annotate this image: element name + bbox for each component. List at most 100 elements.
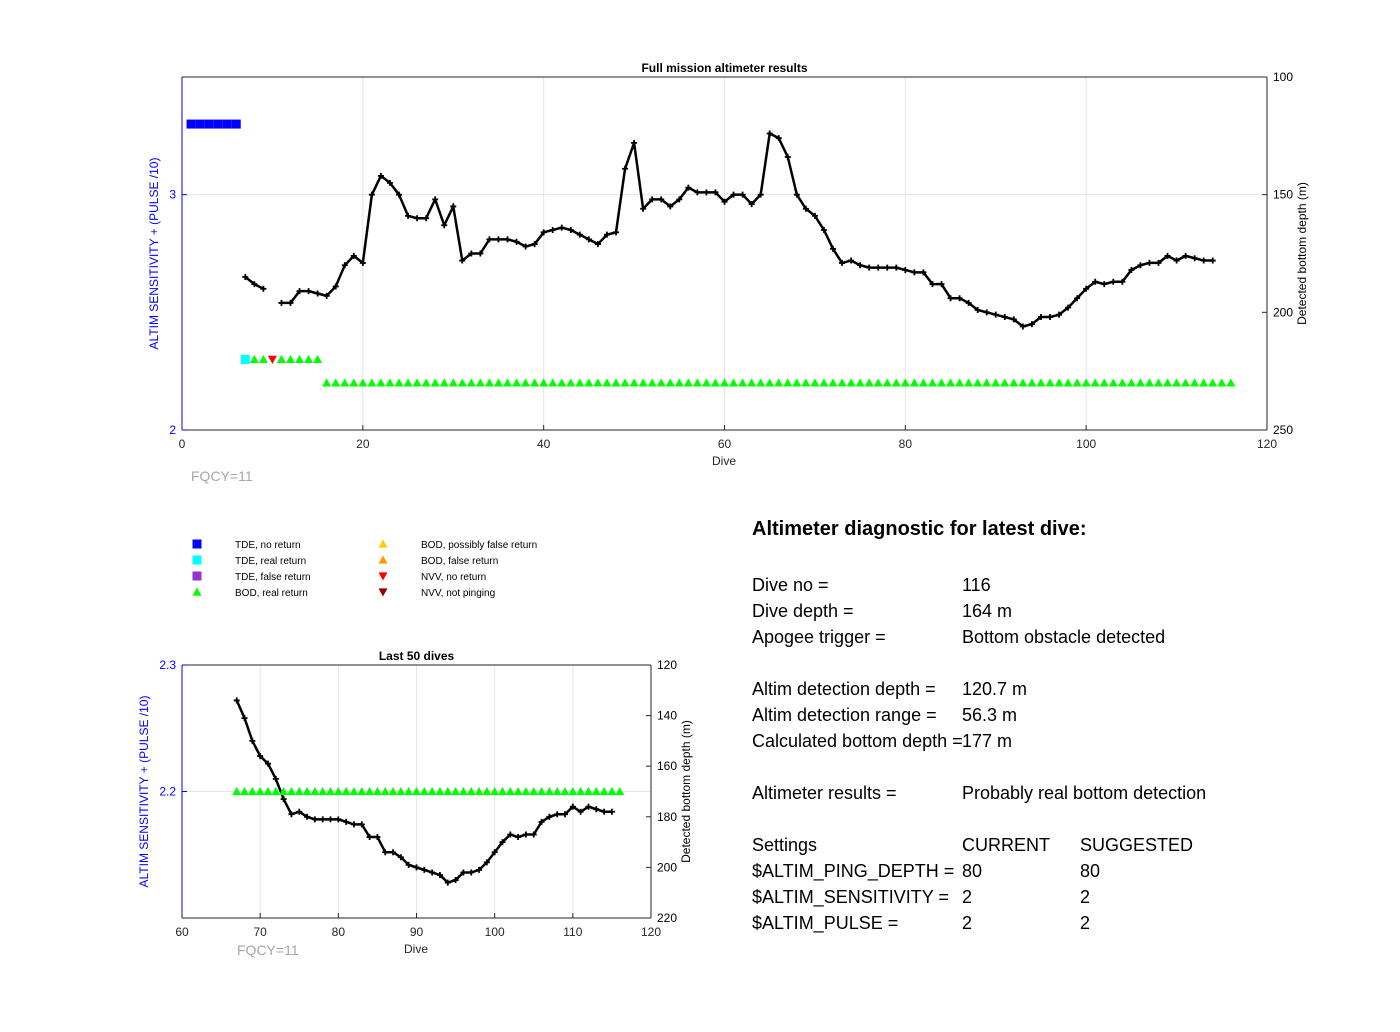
depth-point bbox=[421, 866, 428, 873]
data-point bbox=[576, 787, 586, 796]
depth-point bbox=[429, 869, 436, 876]
data-point bbox=[964, 378, 974, 387]
depth-point bbox=[739, 191, 746, 198]
data-point bbox=[1018, 378, 1028, 387]
depth-point bbox=[522, 831, 529, 838]
data-point bbox=[575, 378, 585, 387]
ping-depth-label: $ALTIM_PING_DEPTH = bbox=[752, 861, 955, 881]
legend-label: TDE, real return bbox=[235, 556, 306, 567]
y-right-tick-label: 140 bbox=[657, 709, 677, 723]
ping-depth-row: $ALTIM_PING_DEPTH = 80 80 bbox=[752, 861, 1372, 887]
depth-point bbox=[549, 226, 556, 233]
data-point bbox=[295, 354, 305, 363]
legend-label: BOD, real return bbox=[235, 588, 308, 599]
pulse-current: 2 bbox=[962, 913, 973, 933]
data-point bbox=[448, 378, 458, 387]
data-point bbox=[656, 378, 666, 387]
x-axis-label: Dive bbox=[712, 454, 736, 468]
dive-no-label: Dive no = bbox=[752, 575, 829, 595]
series-detected-bottom-depth bbox=[233, 697, 615, 886]
depth-point bbox=[802, 205, 809, 212]
depth-point bbox=[260, 285, 267, 292]
data-point bbox=[1072, 378, 1082, 387]
data-point bbox=[530, 378, 540, 387]
y-right-tick-label: 200 bbox=[657, 860, 677, 874]
data-point bbox=[1217, 378, 1227, 387]
detection-depth-row: Altim detection depth = 120.7 m bbox=[752, 679, 1372, 705]
depth-point bbox=[327, 816, 334, 823]
depth-point bbox=[667, 203, 674, 210]
series-nvv-no-return bbox=[267, 355, 277, 364]
data-point bbox=[1054, 378, 1064, 387]
depth-point bbox=[459, 257, 466, 264]
depth-point bbox=[721, 198, 728, 205]
legend-marker bbox=[378, 555, 388, 564]
data-point bbox=[544, 787, 554, 796]
bottom-depth-value: 177 m bbox=[962, 731, 1013, 751]
sensitivity-current: 2 bbox=[962, 887, 973, 907]
data-point bbox=[263, 787, 273, 796]
data-point bbox=[1190, 378, 1200, 387]
data-point bbox=[1126, 378, 1136, 387]
data-point bbox=[255, 787, 265, 796]
depth-point bbox=[585, 803, 592, 810]
depth-point bbox=[359, 259, 366, 266]
data-point bbox=[1172, 378, 1182, 387]
bottom-depth-row: Calculated bottom depth = 177 m bbox=[752, 731, 1372, 757]
legend-label: TDE, no return bbox=[235, 540, 301, 551]
depth-point bbox=[374, 834, 381, 841]
depth-point bbox=[233, 697, 240, 704]
data-point bbox=[186, 119, 196, 129]
chart-title: Full mission altimeter results bbox=[641, 61, 807, 75]
depth-point bbox=[538, 818, 545, 825]
depth-point bbox=[558, 224, 565, 231]
depth-point bbox=[1119, 278, 1126, 285]
data-point bbox=[765, 378, 775, 387]
apogee-trigger-value: Bottom obstacle detected bbox=[962, 627, 1166, 647]
depth-point bbox=[1074, 295, 1081, 302]
data-point bbox=[388, 787, 398, 796]
depth-point bbox=[1200, 257, 1207, 264]
depth-point bbox=[947, 295, 954, 302]
depth-point bbox=[613, 229, 619, 236]
data-point bbox=[466, 787, 476, 796]
depth-point bbox=[793, 191, 800, 198]
depth-point bbox=[483, 859, 490, 866]
data-point bbox=[583, 787, 593, 796]
depth-point bbox=[264, 760, 271, 767]
data-point bbox=[783, 378, 793, 387]
data-point bbox=[566, 378, 576, 387]
depth-point bbox=[522, 243, 529, 250]
depth-point bbox=[242, 274, 249, 281]
data-point bbox=[756, 378, 766, 387]
data-point bbox=[692, 378, 702, 387]
data-point bbox=[279, 787, 289, 796]
depth-point bbox=[938, 281, 945, 288]
x-tick-label: 120 bbox=[1257, 437, 1277, 451]
detection-range-label: Altim detection range = bbox=[752, 705, 937, 725]
depth-point bbox=[486, 236, 493, 243]
data-point bbox=[222, 119, 232, 129]
depth-point bbox=[1101, 281, 1108, 288]
data-point bbox=[396, 787, 406, 796]
data-point bbox=[247, 787, 257, 796]
x-tick-label: 110 bbox=[563, 925, 582, 939]
data-point bbox=[376, 378, 386, 387]
data-point bbox=[318, 787, 328, 796]
y-right-tick-label: 100 bbox=[1273, 70, 1293, 84]
series-tde-no-return bbox=[186, 119, 241, 129]
depth-point bbox=[911, 269, 918, 276]
depth-point bbox=[593, 806, 600, 813]
data-point bbox=[810, 378, 820, 387]
depth-point bbox=[452, 877, 459, 884]
depth-point bbox=[311, 816, 318, 823]
depth-point bbox=[608, 808, 615, 815]
data-point bbox=[258, 354, 268, 363]
data-point bbox=[701, 378, 711, 387]
depth-point bbox=[323, 292, 330, 299]
depth-point bbox=[1028, 321, 1035, 328]
data-point bbox=[326, 787, 336, 796]
data-point bbox=[466, 378, 476, 387]
data-point bbox=[451, 787, 461, 796]
depth-point bbox=[875, 264, 882, 271]
